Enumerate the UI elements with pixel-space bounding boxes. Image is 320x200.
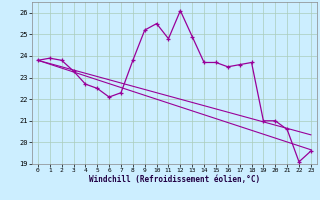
X-axis label: Windchill (Refroidissement éolien,°C): Windchill (Refroidissement éolien,°C) bbox=[89, 175, 260, 184]
